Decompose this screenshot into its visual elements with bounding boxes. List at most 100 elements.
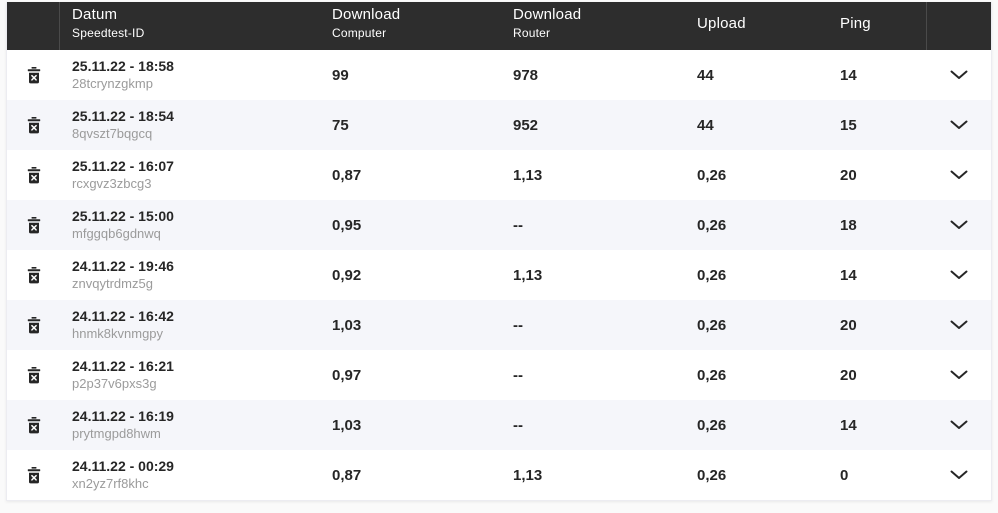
expand-cell: [926, 316, 991, 334]
table-row: 25.11.22 - 18:54 8qvszt7bqgcq 75 952 44 …: [7, 100, 991, 150]
header-expand-column: [926, 2, 991, 50]
datum-cell: 25.11.22 - 18:54 8qvszt7bqgcq: [60, 108, 330, 142]
row-date: 25.11.22 - 16:07: [72, 158, 174, 174]
expand-row-button[interactable]: [946, 316, 972, 334]
row-download-computer: 99: [332, 66, 349, 84]
row-download-router: --: [513, 366, 523, 384]
expand-row-button[interactable]: [946, 216, 972, 234]
table-row: 24.11.22 - 00:29 xn2yz7rf8khc 0,87 1,13 …: [7, 450, 991, 500]
chevron-down-icon: [950, 470, 968, 480]
row-date: 24.11.22 - 16:21: [72, 358, 174, 374]
delete-cell: [7, 463, 60, 488]
row-upload: 44: [697, 116, 714, 134]
table-header: Datum Speedtest-ID Download Computer Dow…: [7, 2, 991, 50]
chevron-down-icon: [950, 220, 968, 230]
header-datum-subtitle: Speedtest-ID: [72, 26, 145, 40]
row-speedtest-id: hnmk8kvnmgpy: [72, 326, 164, 341]
datum-cell: 24.11.22 - 00:29 xn2yz7rf8khc: [60, 458, 330, 492]
row-download-router: 1,13: [513, 266, 543, 284]
expand-row-button[interactable]: [946, 266, 972, 284]
delete-row-button[interactable]: [23, 313, 45, 338]
header-download-computer-column: Download Computer: [330, 2, 511, 50]
row-upload: 0,26: [697, 316, 727, 334]
expand-cell: [926, 416, 991, 434]
header-download-router-subtitle: Router: [513, 26, 551, 40]
trash-icon: [27, 166, 41, 184]
delete-cell: [7, 363, 60, 388]
row-download-computer: 0,97: [332, 366, 362, 384]
row-download-router: 978: [513, 66, 539, 84]
header-upload-title: Upload: [697, 15, 746, 32]
expand-cell: [926, 116, 991, 134]
row-ping: 0: [840, 466, 849, 484]
datum-cell: 25.11.22 - 15:00 mfggqb6gdnwq: [60, 208, 330, 242]
header-download-router-column: Download Router: [511, 2, 695, 50]
expand-cell: [926, 466, 991, 484]
row-download-router: --: [513, 216, 523, 234]
table-row: 24.11.22 - 16:19 prytmgpd8hwm 1,03 -- 0,…: [7, 400, 991, 450]
expand-row-button[interactable]: [946, 166, 972, 184]
chevron-down-icon: [950, 370, 968, 380]
trash-icon: [27, 116, 41, 134]
header-download-computer-title: Download: [332, 6, 401, 23]
row-upload: 0,26: [697, 416, 727, 434]
row-date: 24.11.22 - 00:29: [72, 458, 174, 474]
delete-row-button[interactable]: [23, 463, 45, 488]
trash-icon: [27, 416, 41, 434]
trash-icon: [27, 366, 41, 384]
delete-row-button[interactable]: [23, 263, 45, 288]
row-download-computer: 0,87: [332, 166, 362, 184]
header-upload-column: Upload: [695, 2, 838, 50]
row-speedtest-id: mfggqb6gdnwq: [72, 226, 161, 241]
delete-row-button[interactable]: [23, 413, 45, 438]
header-download-computer-subtitle: Computer: [332, 26, 387, 40]
row-upload: 0,26: [697, 266, 727, 284]
trash-icon: [27, 466, 41, 484]
datum-cell: 25.11.22 - 16:07 rcxgvz3zbcg3: [60, 158, 330, 192]
expand-row-button[interactable]: [946, 66, 972, 84]
trash-icon: [27, 316, 41, 334]
row-date: 24.11.22 - 16:42: [72, 308, 174, 324]
row-download-computer: 1,03: [332, 416, 362, 434]
chevron-down-icon: [950, 270, 968, 280]
delete-row-button[interactable]: [23, 213, 45, 238]
row-ping: 20: [840, 166, 857, 184]
table-body: 25.11.22 - 18:58 28tcrynzgkmp 99 978 44 …: [7, 50, 991, 500]
datum-cell: 24.11.22 - 19:46 znvqytrdmz5g: [60, 258, 330, 292]
expand-cell: [926, 366, 991, 384]
delete-row-button[interactable]: [23, 363, 45, 388]
header-ping-title: Ping: [840, 15, 871, 32]
row-download-computer: 1,03: [332, 316, 362, 334]
expand-cell: [926, 166, 991, 184]
row-ping: 20: [840, 366, 857, 384]
expand-cell: [926, 266, 991, 284]
row-upload: 0,26: [697, 216, 727, 234]
row-download-computer: 0,95: [332, 216, 362, 234]
chevron-down-icon: [950, 420, 968, 430]
row-upload: 44: [697, 66, 714, 84]
chevron-down-icon: [950, 120, 968, 130]
datum-cell: 24.11.22 - 16:19 prytmgpd8hwm: [60, 408, 330, 442]
delete-cell: [7, 213, 60, 238]
row-speedtest-id: znvqytrdmz5g: [72, 276, 153, 291]
expand-row-button[interactable]: [946, 416, 972, 434]
delete-row-button[interactable]: [23, 63, 45, 88]
delete-row-button[interactable]: [23, 113, 45, 138]
row-speedtest-id: p2p37v6pxs3g: [72, 376, 157, 391]
row-download-router: 1,13: [513, 466, 543, 484]
table-row: 24.11.22 - 19:46 znvqytrdmz5g 0,92 1,13 …: [7, 250, 991, 300]
row-ping: 14: [840, 266, 857, 284]
trash-icon: [27, 266, 41, 284]
delete-row-button[interactable]: [23, 163, 45, 188]
row-download-router: 952: [513, 116, 539, 134]
expand-row-button[interactable]: [946, 366, 972, 384]
expand-cell: [926, 216, 991, 234]
expand-row-button[interactable]: [946, 116, 972, 134]
row-speedtest-id: 28tcrynzgkmp: [72, 76, 153, 91]
row-ping: 14: [840, 66, 857, 84]
row-speedtest-id: rcxgvz3zbcg3: [72, 176, 152, 191]
expand-row-button[interactable]: [946, 466, 972, 484]
row-download-computer: 0,92: [332, 266, 362, 284]
delete-cell: [7, 63, 60, 88]
row-upload: 0,26: [697, 166, 727, 184]
